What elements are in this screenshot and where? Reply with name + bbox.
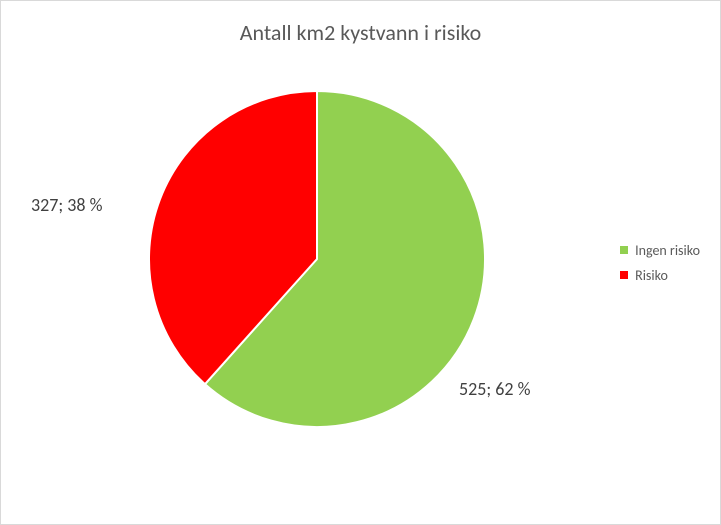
legend: Ingen risiko Risiko xyxy=(620,234,700,292)
legend-item-ingen-risiko: Ingen risiko xyxy=(620,242,700,259)
pie-chart xyxy=(149,91,485,427)
legend-label: Risiko xyxy=(635,267,668,284)
data-label-risiko: 327; 38 % xyxy=(31,195,102,217)
chart-title: Antall km2 kystvann i risiko xyxy=(1,19,720,46)
legend-label: Ingen risiko xyxy=(635,242,700,259)
legend-item-risiko: Risiko xyxy=(620,267,700,284)
legend-marker xyxy=(620,271,628,279)
legend-marker xyxy=(620,246,628,254)
data-label-ingen-risiko: 525; 62 % xyxy=(459,379,530,401)
chart-frame: Antall km2 kystvann i risiko 525; 62 % 32… xyxy=(0,0,721,525)
